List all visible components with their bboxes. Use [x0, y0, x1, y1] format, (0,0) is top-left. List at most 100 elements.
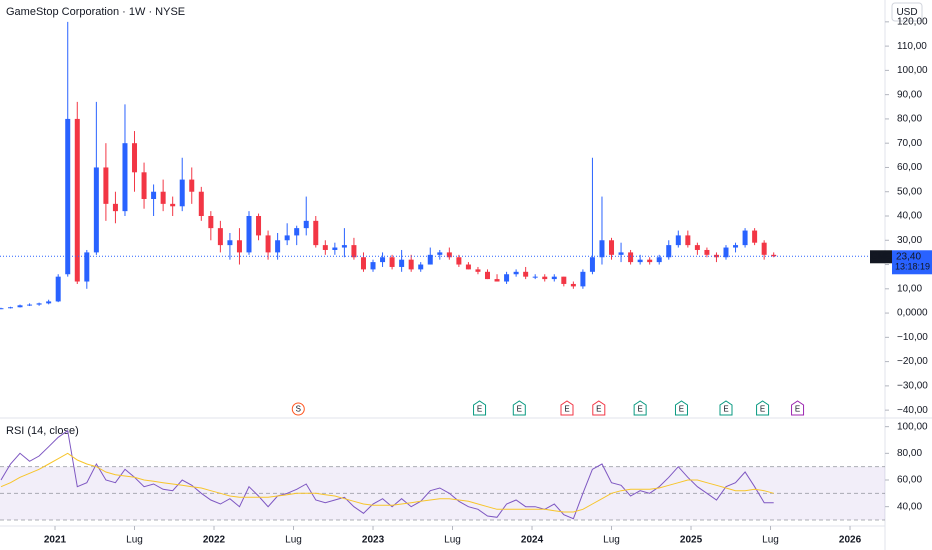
candle-body [17, 305, 23, 308]
event-label[interactable]: E [596, 405, 601, 414]
candle-body [65, 118, 71, 275]
candle-body [570, 283, 576, 287]
y-tick-label: 40,00 [897, 211, 922, 222]
candle-body [74, 118, 80, 282]
rsi-y-tick-label: 40,00 [897, 501, 922, 512]
symbol-tag [870, 250, 892, 264]
candle-body [93, 167, 99, 253]
currency[interactable]: USD [896, 7, 917, 18]
candle-body [341, 245, 347, 248]
y-tick-label: −30,00 [897, 381, 928, 392]
candle-body [418, 264, 424, 270]
event-label[interactable]: E [679, 405, 684, 414]
y-tick-label: 50,00 [897, 186, 922, 197]
candle-body [475, 269, 481, 272]
event-label[interactable]: E [477, 405, 482, 414]
event-label[interactable]: E [564, 405, 569, 414]
y-tick-label: 80,00 [897, 114, 922, 125]
candle-body [551, 276, 557, 280]
candle-body [217, 228, 223, 246]
currency-box[interactable] [891, 2, 923, 22]
y-tick-label: 0,0000 [897, 308, 928, 319]
candle-body [723, 247, 729, 258]
candle-body [36, 303, 42, 305]
candle-body [484, 271, 490, 280]
x-tick-label: Lug [285, 535, 302, 546]
candle-body [494, 279, 500, 282]
candle-body [236, 240, 242, 253]
event-label[interactable]: E [723, 405, 728, 414]
candle-body [189, 179, 195, 192]
event-icon[interactable] [791, 400, 805, 416]
rsi-line [0, 429, 774, 520]
x-tick-label: 2021 [44, 535, 67, 546]
candle-body [389, 257, 395, 267]
x-tick-label: 2025 [680, 535, 703, 546]
x-tick-label: 2026 [839, 535, 862, 546]
candle-body [265, 235, 271, 253]
x-tick-label: 2022 [203, 535, 226, 546]
event-label[interactable]: E [760, 405, 765, 414]
event-label[interactable]: E [637, 405, 642, 414]
price-tag [892, 250, 932, 275]
y-tick-label: 30,00 [897, 235, 922, 246]
candle-body [322, 245, 328, 250]
candle-body [771, 254, 777, 257]
candle-body [647, 259, 653, 263]
candle-body [46, 301, 52, 304]
candle-body [637, 259, 643, 263]
candle-body [7, 307, 13, 309]
x-tick-label: 2023 [362, 535, 385, 546]
event-icon[interactable] [512, 400, 526, 416]
candle-body [170, 203, 176, 207]
event-icon[interactable] [291, 402, 305, 416]
candle-body [122, 143, 128, 212]
event-icon[interactable] [592, 400, 606, 416]
candle-body [351, 245, 357, 258]
y-tick-label: −40,00 [897, 405, 928, 416]
candle-body [84, 252, 90, 282]
rsi-y-tick-label: 80,00 [897, 448, 922, 459]
candle-body [504, 274, 510, 282]
price-label: 23,40 [896, 251, 921, 262]
event-icon[interactable] [473, 400, 487, 416]
chart-title: GameStop Corporation · 1W · NYSE [6, 6, 185, 18]
event-label[interactable]: E [517, 405, 522, 414]
x-tick-label: Lug [444, 535, 461, 546]
candle-body [456, 257, 462, 265]
x-tick-label: Lug [126, 535, 143, 546]
candle-body [427, 254, 433, 265]
candle-body [380, 257, 386, 263]
candle-body [675, 235, 681, 246]
x-tick-label: 2024 [521, 535, 544, 546]
candle-body [532, 276, 538, 278]
event-label[interactable]: S [296, 405, 301, 414]
candle-body [465, 264, 471, 270]
candle-body [332, 247, 338, 250]
event-icon[interactable] [633, 400, 647, 416]
candle-body [132, 143, 138, 173]
event-label[interactable]: E [795, 405, 800, 414]
rsi-y-tick-label: 100,00 [897, 421, 928, 432]
candle-body [198, 191, 204, 216]
candle-body [618, 252, 624, 255]
symbol: GME [871, 251, 892, 261]
candle-body [656, 257, 662, 263]
candle-body [370, 262, 376, 270]
event-icon[interactable] [756, 400, 770, 416]
countdown: 13:18:19 [895, 262, 930, 272]
candle-body [408, 259, 414, 270]
x-tick-label: Lug [603, 535, 620, 546]
y-tick-label: 10,00 [897, 283, 922, 294]
event-icon[interactable] [674, 400, 688, 416]
candle-body [55, 276, 61, 302]
event-icon[interactable] [719, 400, 733, 416]
candle-body [713, 254, 719, 258]
y-tick-label: 70,00 [897, 138, 922, 149]
candle-body [179, 179, 185, 207]
candle-body [208, 215, 214, 229]
event-icon[interactable] [560, 400, 574, 416]
candle-body [561, 276, 567, 284]
rsi-ma-line [0, 452, 774, 513]
